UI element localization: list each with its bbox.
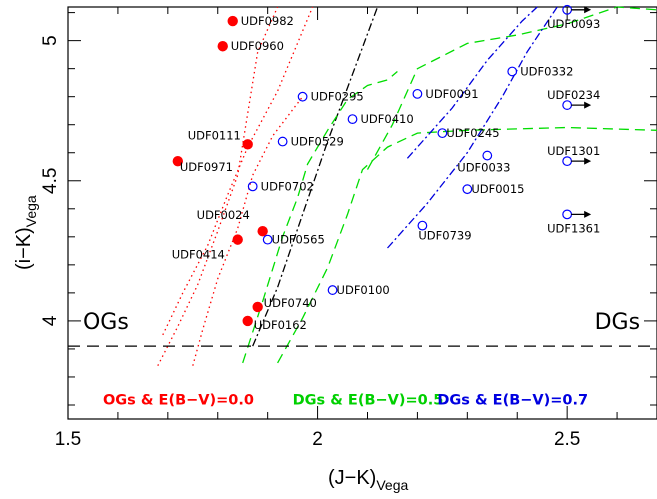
y-tick-label: 4: [40, 315, 61, 326]
dg-point: [327, 285, 338, 295]
point-label: UDF1301: [547, 144, 600, 158]
model-tracks: [157, 6, 657, 366]
dg-point: [437, 128, 448, 139]
legend-entry: OGs & E(B−V)=0.0: [103, 392, 254, 408]
y-tick-label: 5: [40, 35, 61, 46]
point-label: UDF0739: [418, 229, 471, 243]
limit-arrow-head: [584, 210, 592, 218]
dg-point: [297, 91, 308, 102]
point-label: UDF0410: [361, 112, 414, 126]
point-label: UDF0111: [188, 128, 241, 142]
dg-point: [347, 114, 358, 125]
model-track: [252, 6, 379, 347]
point-label: UDF0100: [337, 283, 390, 297]
dg-point: [247, 181, 258, 192]
point-label: UDF0015: [471, 182, 524, 196]
point-label: UDF0033: [457, 161, 510, 175]
model-track: [406, 6, 538, 159]
og-point: [232, 234, 243, 245]
region-label: OGs: [83, 310, 129, 335]
region-label: DGs: [595, 310, 640, 335]
x-tick-label: 2: [312, 429, 323, 450]
point-label: UDF0234: [547, 88, 600, 102]
point-label: UDF0091: [425, 87, 478, 101]
legend-entry: DGs & E(B−V)=0.5: [293, 392, 444, 408]
axis-ticks: 1.5 2 2.5 4 4.5 5: [40, 7, 657, 450]
point-label: UDF0414: [172, 248, 225, 262]
point-label: UDF0529: [291, 135, 344, 149]
og-point: [217, 41, 228, 52]
og-point: [257, 226, 268, 237]
model-track: [366, 6, 657, 170]
dg-point: [562, 209, 573, 220]
point-label: UDF0162: [254, 318, 307, 332]
point-label: UDF0332: [520, 64, 573, 78]
og-point: [252, 301, 263, 313]
legend-entry: DGs & E(B−V)=0.7: [437, 392, 588, 408]
dg-point: [482, 150, 493, 161]
y-tick-label: 4.5: [40, 168, 61, 194]
point-label: UDF1361: [547, 221, 600, 235]
x-tick-label: 2.5: [554, 429, 580, 450]
y-axis-title: (i−K)Vega: [13, 195, 39, 270]
plot-frame: [67, 6, 657, 420]
dg-point: [462, 184, 473, 195]
dg-point: [417, 220, 428, 231]
x-tick-label: 1.5: [55, 429, 81, 450]
dg-point: [412, 88, 423, 99]
point-label: UDF0024: [197, 208, 250, 222]
point-label: UDF0971: [180, 160, 233, 174]
point-label: UDF0565: [272, 233, 325, 247]
og-point: [227, 15, 238, 27]
dg-point: [277, 136, 288, 147]
model-track: [387, 6, 558, 249]
point-label: UDF0702: [261, 179, 314, 193]
point-label: UDF0982: [241, 14, 294, 28]
point-label: UDF0245: [446, 126, 499, 140]
dg-point: [507, 66, 518, 77]
og-point: [242, 139, 253, 150]
limit-arrow-head: [584, 101, 592, 109]
og-point: [242, 315, 253, 327]
dg-point: [262, 234, 273, 245]
model-track: [242, 71, 398, 364]
model-track: [277, 126, 657, 364]
point-label: UDF0295: [311, 90, 364, 104]
x-axis-title: (J−K)Vega: [328, 467, 408, 493]
point-label: UDF0960: [231, 39, 284, 53]
model-track: [157, 6, 279, 366]
region-labels: OGs DGs: [83, 310, 640, 335]
og-point: [172, 155, 184, 167]
limit-arrow-head: [584, 157, 592, 165]
limit-arrow-head: [584, 6, 592, 14]
point-label: UDF0740: [264, 296, 317, 310]
point-label: UDF0093: [547, 17, 600, 31]
data-points: UDF0982 UDF0960 UDF0111 UDF0971 UDF0024 UDF04…: [172, 4, 600, 332]
